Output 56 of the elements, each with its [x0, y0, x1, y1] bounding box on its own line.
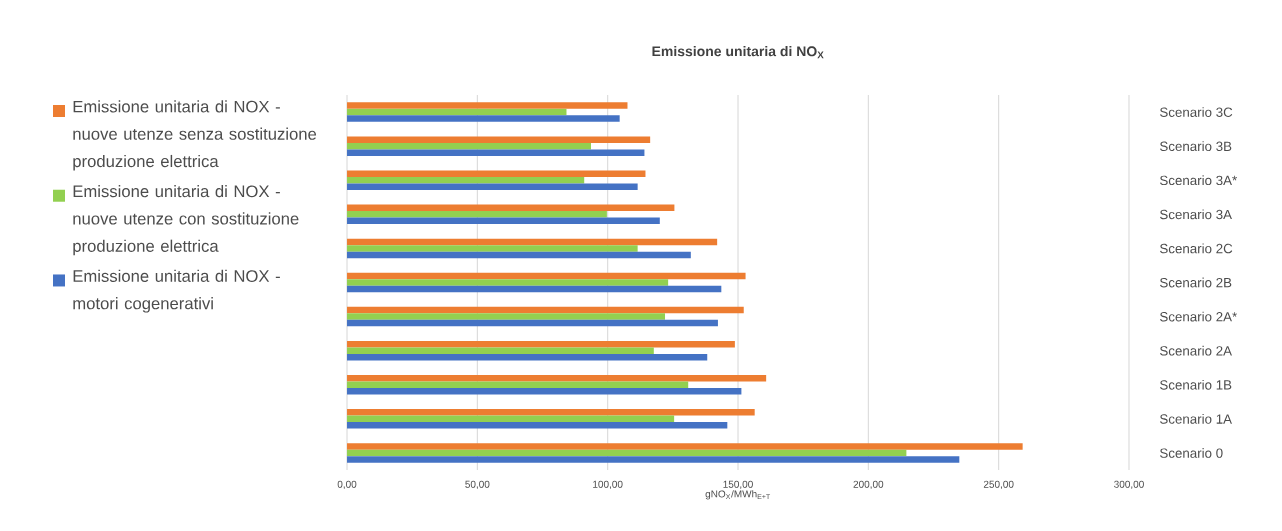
y-tick-label: Scenario 3C: [1160, 107, 1233, 117]
legend-label: Emissione unitaria di NOX - nuove utenze senza sostituzione produzione elettrica: [73, 100, 317, 171]
bar: [347, 422, 728, 429]
bar: [347, 204, 675, 212]
y-tick-label: Scenario 2C: [1160, 243, 1233, 254]
x-tick-label: 50,00: [465, 480, 490, 489]
y-tick-label: Scenario 3A*: [1160, 175, 1237, 186]
bar: [347, 449, 907, 457]
bar: [347, 285, 722, 293]
bar: [347, 136, 651, 143]
bar: [347, 443, 1023, 450]
x-tick-label: 300,00: [1114, 480, 1144, 489]
bar: [347, 388, 742, 395]
bar: [347, 108, 567, 116]
bar: [347, 217, 660, 225]
y-tick-label: Scenario 2B: [1160, 277, 1232, 288]
bar: [347, 306, 744, 314]
bar: [347, 183, 638, 190]
bar: [347, 456, 960, 463]
x-tick-label: 250,00: [983, 480, 1014, 489]
bar: [347, 319, 718, 327]
y-tick-label: Scenario 3B: [1160, 141, 1232, 152]
bar: [347, 279, 669, 286]
bar: [347, 238, 718, 246]
y-tick-label: Scenario 2A: [1160, 345, 1232, 356]
x-tick-label: 200,00: [853, 480, 884, 489]
bar: [347, 313, 666, 320]
bar: [347, 115, 620, 122]
bar: [347, 381, 689, 389]
chart-title: Emissione unitaria di NO$_{X}$: [652, 45, 824, 59]
y-tick-label: Scenario 3A: [1160, 209, 1232, 220]
bar: [347, 375, 767, 382]
bar: [347, 340, 735, 348]
bar: [347, 272, 746, 280]
bar: [347, 142, 591, 150]
bar: [347, 251, 691, 259]
x-tick-label: 150,00: [723, 480, 753, 489]
bar: [347, 102, 628, 109]
bar: [347, 176, 585, 184]
bar: [347, 245, 638, 252]
legend-label: Emissione unitaria di NOX - nuove utenze con sostituzione produzione elettrica: [73, 184, 299, 256]
bar: [347, 211, 607, 218]
bar: [347, 347, 654, 354]
y-tick-label: Scenario 2A*: [1160, 311, 1237, 322]
bar: [347, 170, 646, 177]
legend-label: Emissione unitaria di NOX - motori cogenerativi: [73, 269, 280, 313]
y-tick-label: Scenario 1B: [1160, 379, 1232, 390]
bar: [347, 353, 708, 361]
x-tick-label: 0,00: [337, 480, 357, 489]
bar: [347, 409, 755, 416]
bar: [347, 149, 645, 156]
y-tick-label: Scenario 1A: [1160, 413, 1232, 424]
y-tick-label: Scenario 0: [1160, 448, 1223, 458]
bar: [347, 415, 675, 423]
x-axis-title: gNO$_{X}$/MWh$_{E+T}$: [705, 490, 771, 500]
x-tick-label: 100,00: [593, 480, 623, 489]
